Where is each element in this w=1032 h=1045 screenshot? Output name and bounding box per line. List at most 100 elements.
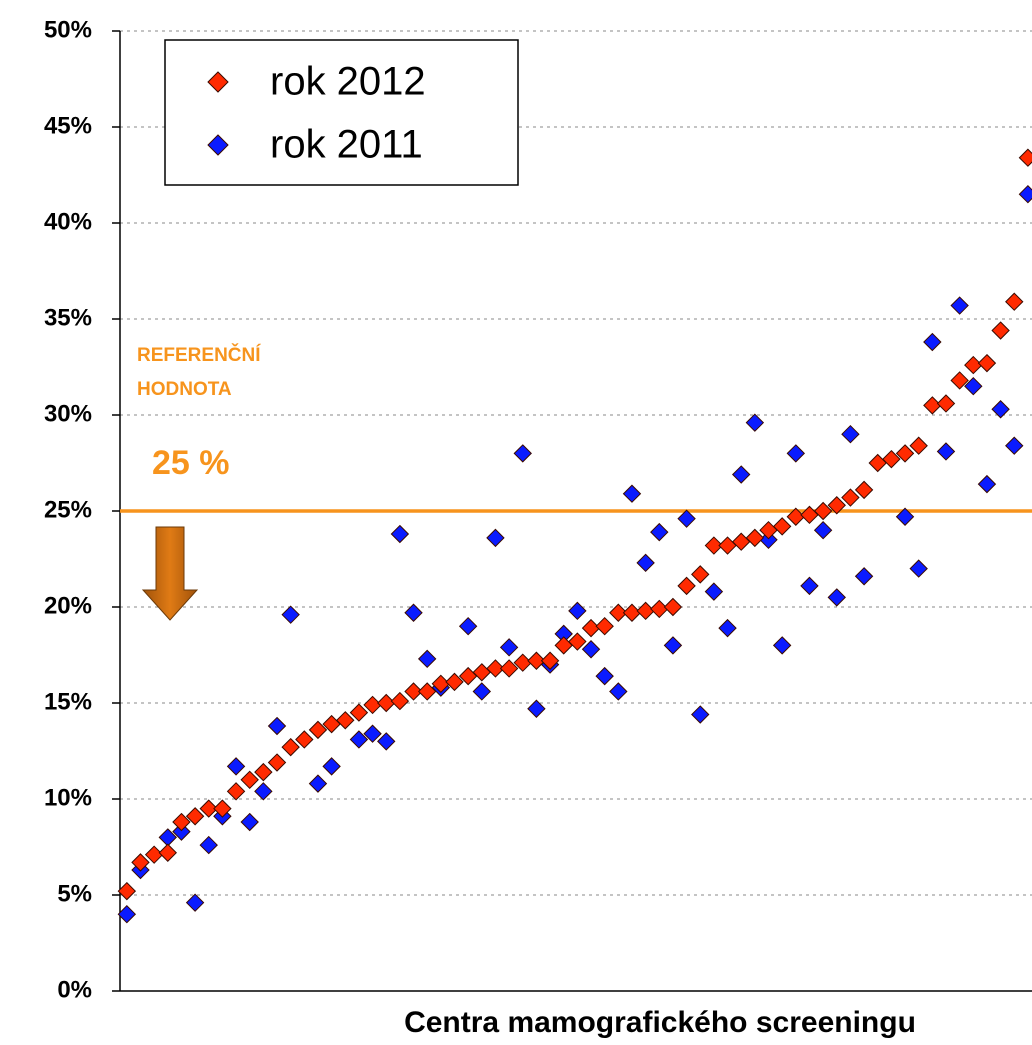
data-point [349,703,369,722]
data-point [909,436,928,455]
data-point [568,632,587,651]
data-point [581,640,601,659]
data-point [281,605,300,624]
data-point [199,799,218,818]
data-point [663,636,683,655]
legend-label: rok 2012 [270,60,426,104]
y-tick-label: 10% [44,784,92,811]
data-point [377,732,396,751]
data-point [336,711,355,730]
data-point [486,659,505,678]
y-tick-label: 40% [44,208,92,235]
data-point [800,576,819,596]
data-point [991,400,1010,419]
data-point [595,616,614,636]
data-point [813,501,833,521]
y-tick-label: 0% [57,976,92,1003]
data-point [472,663,492,682]
data-point [964,376,983,396]
legend-label: rok 2011 [270,123,423,167]
data-point [308,774,328,793]
data-point [417,682,437,701]
data-point [404,682,423,701]
data-point [226,782,246,801]
data-point [991,321,1010,340]
data-point [950,371,969,390]
data-point [390,524,410,544]
data-point [527,651,546,670]
data-point [281,737,300,757]
y-tick-label: 5% [57,880,92,907]
data-point [731,465,751,484]
data-point [936,394,956,413]
reference-title: HODNOTA [137,379,232,400]
data-point [1005,436,1024,455]
data-point [936,442,956,461]
data-point [581,618,601,638]
data-point [131,853,150,872]
data-point [650,599,669,619]
data-point [718,618,737,638]
data-point [950,296,969,315]
data-point [513,444,532,463]
data-point [554,636,573,655]
data-point [827,588,846,607]
data-point [827,496,846,515]
data-point [923,396,942,415]
y-tick-label: 15% [44,688,92,715]
data-point [868,453,887,473]
data-point [499,659,519,678]
legend-marker [207,134,229,156]
data-point [854,480,874,500]
data-point [527,699,546,718]
data-point [308,720,328,740]
data-point [841,488,860,507]
data-point [704,582,724,601]
data-point [609,603,628,622]
data-point [117,881,137,901]
data-point [349,730,369,749]
data-point [240,812,259,832]
data-point [267,716,287,736]
data-point [704,536,724,555]
data-point [117,904,137,924]
data-point [595,666,614,686]
data-point [172,822,191,841]
data-point [213,799,232,818]
data-point [622,484,642,503]
reference-title: REFERENČNÍ [137,344,261,366]
y-tick-label: 30% [44,400,92,427]
data-point [964,355,983,375]
data-point [718,536,737,555]
data-point [363,724,382,743]
data-point [417,649,437,669]
data-point [663,597,683,617]
data-point [472,682,492,701]
data-point [390,691,410,711]
data-point [158,843,177,862]
data-point [895,507,915,526]
data-point [800,505,819,525]
data-point [295,730,314,749]
data-point [445,672,464,692]
data-point [923,332,942,352]
data-point [267,753,287,772]
data-point [759,520,778,540]
data-point [540,651,560,670]
data-point [786,444,806,463]
data-point [977,353,997,373]
data-point [185,807,205,826]
data-point [977,474,997,494]
x-axis-label: Centra mamografického screeningu [404,1006,916,1039]
data-point [650,522,669,542]
down-arrow [141,526,199,621]
data-point [172,812,191,832]
data-point [199,835,218,855]
data-point [772,517,792,536]
data-point [745,528,765,548]
legend-marker [207,71,229,93]
data-point [377,693,396,713]
data-point [226,757,246,776]
data-point [636,553,655,573]
data-point [322,757,341,776]
